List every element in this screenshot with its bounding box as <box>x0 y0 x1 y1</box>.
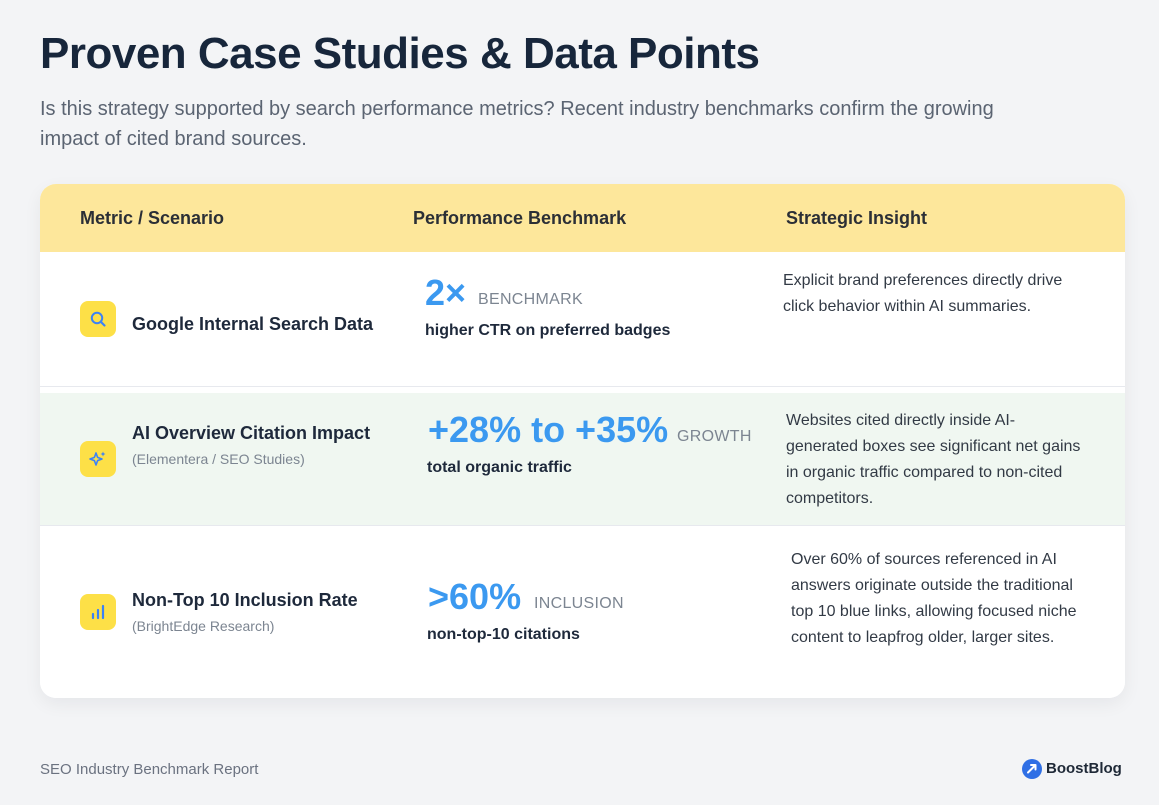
scenario-name: AI Overview Citation Impact <box>132 423 371 443</box>
column-heading-benchmark: Performance Benchmark <box>413 208 627 228</box>
benchmark-value: >60% <box>428 576 522 617</box>
strategic-insight: Over 60% of sources referenced in AI ans… <box>791 551 1077 646</box>
brand-name: BoostBlog <box>1046 760 1122 777</box>
page-subtitle: Is this strategy supported by search per… <box>40 98 994 150</box>
benchmark-value: 2× <box>425 272 467 313</box>
scenario-source: (BrightEdge Research) <box>132 618 275 634</box>
scenario-name: Google Internal Search Data <box>132 314 374 334</box>
strategic-insight: Websites cited directly inside AI-genera… <box>786 412 1081 507</box>
bar-chart-icon <box>80 594 116 630</box>
benchmark-tag: INCLUSION <box>534 595 624 612</box>
benchmark-caption: total organic traffic <box>427 459 572 476</box>
footer-note: SEO Industry Benchmark Report <box>40 761 259 778</box>
table-row: Non-Top 10 Inclusion Rate (BrightEdge Re… <box>40 526 1125 698</box>
benchmark-caption: non-top-10 citations <box>427 626 580 643</box>
column-heading-insight: Strategic Insight <box>786 208 928 228</box>
benchmark-caption: higher CTR on preferred badges <box>425 322 671 339</box>
benchmark-tag: BENCHMARK <box>478 291 583 308</box>
sparkle-icon <box>80 441 116 477</box>
search-icon <box>80 301 116 337</box>
page-title: Proven Case Studies & Data Points <box>40 29 760 78</box>
table-row: Google Internal Search Data 2× BENCHMARK… <box>40 252 1125 387</box>
benchmark-tag: GROWTH <box>677 428 752 445</box>
strategic-insight: Explicit brand preferences directly driv… <box>783 272 1063 315</box>
benchmark-table: Metric / Scenario Performance Benchmark … <box>40 184 1125 698</box>
benchmark-value: +28% to +35% <box>428 409 669 450</box>
scenario-source: (Elementera / SEO Studies) <box>132 451 305 467</box>
boostblog-logo-icon <box>1022 759 1042 779</box>
table-row: AI Overview Citation Impact (Elementera … <box>40 393 1125 526</box>
column-heading-metric: Metric / Scenario <box>80 208 225 228</box>
table-header: Metric / Scenario Performance Benchmark … <box>40 184 1125 252</box>
scenario-name: Non-Top 10 Inclusion Rate <box>132 590 358 610</box>
